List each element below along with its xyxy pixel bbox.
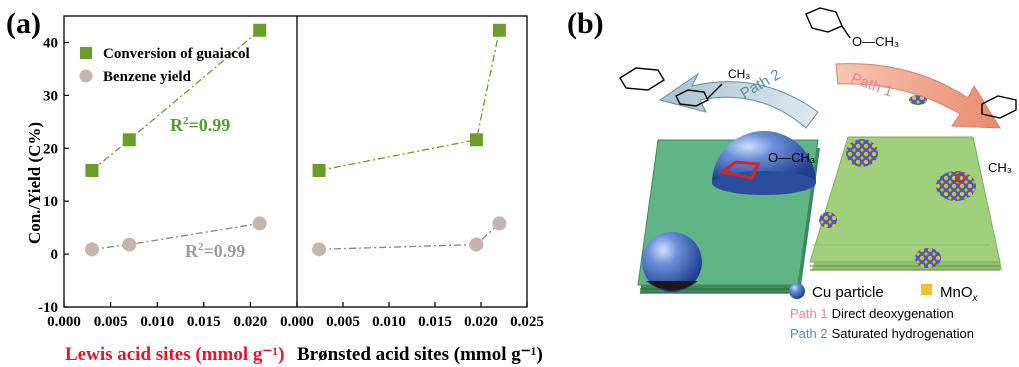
point-benzene: [469, 237, 484, 252]
plot-bronsted: [312, 23, 507, 257]
mnox-legend-icon: [921, 284, 932, 295]
y-tick-label: -10: [38, 300, 58, 316]
r2-benzene: R2=0.99: [185, 241, 245, 261]
y-tick-label: 0: [51, 247, 59, 263]
y-tick-label: 10: [43, 194, 58, 210]
x-tick-label-lewis: 0.005: [94, 314, 128, 330]
anisole-molecule-left: [619, 67, 723, 107]
cu-mnox-particles: CH₃: [819, 95, 1012, 268]
guaiacol-molecule-top: [805, 7, 851, 39]
x-axis-label-lewis: Lewis acid sites (mmol g⁻¹): [65, 344, 284, 365]
plot-frame: [63, 15, 528, 308]
cu-particle-large: O—CH₃: [712, 131, 816, 195]
y-axis: -10 0 10 20 30 40: [38, 35, 69, 316]
point-conversion: [492, 23, 506, 37]
legend: Conversion of guaiacol Benzene yield: [79, 46, 250, 85]
cu-particle-small: [642, 232, 702, 292]
legend-path-1: Path 1 Direct deoxygenation: [790, 306, 954, 321]
x-tick-label-lewis: 0.000: [47, 314, 81, 330]
point-conversion: [469, 133, 483, 147]
x-axis-lewis: 0.000 0.005 0.010 0.015 0.020: [47, 302, 267, 330]
series-line-conversion: [318, 30, 501, 172]
label-ch3-left: CH₃: [728, 67, 750, 81]
point-conversion: [122, 133, 136, 147]
x-tick-label-bronsted: 0.010: [372, 314, 406, 330]
x-tick-label-lewis: 0.015: [187, 314, 221, 330]
series-line-benzene: [91, 222, 260, 250]
cu-legend-icon: [789, 283, 805, 299]
y-tick-label: 40: [43, 35, 58, 51]
legend-cu-particle: Cu particle: [812, 284, 884, 301]
benzene-molecule-right: [981, 95, 1017, 119]
point-benzene: [84, 242, 99, 257]
legend-benzene: Benzene yield: [103, 69, 192, 85]
label-ch3-right: CH₃: [988, 160, 1012, 175]
x-tick-label-bronsted: 0.025: [510, 314, 544, 330]
point-benzene: [492, 216, 507, 231]
plot-lewis: [84, 23, 267, 257]
point-conversion: [312, 163, 326, 177]
legend-path-2: Path 2 Saturated hydrogenation: [790, 326, 974, 341]
y-axis-label: Con./Yield (C%): [25, 122, 44, 244]
x-tick-label-bronsted: 0.000: [280, 314, 314, 330]
x-tick-label-bronsted: 0.015: [418, 314, 452, 330]
legend-square-marker: [80, 47, 92, 59]
x-axis-label-bronsted: Brønsted acid sites (mmol g⁻¹): [297, 344, 543, 365]
x-tick-label-bronsted: 0.005: [326, 314, 360, 330]
r2-conversion: R2=0.99: [170, 115, 230, 135]
y-tick-label: 30: [43, 88, 58, 104]
panel-a-label: (a): [6, 7, 41, 40]
schematic-legend: Cu particle MnOx Path 1 Direct deoxygenat…: [789, 283, 979, 341]
legend-conversion: Conversion of guaiacol: [103, 46, 250, 62]
x-axis-bronsted: 0.000 0.005 0.010 0.015 0.020 0.025: [280, 302, 544, 330]
point-benzene: [312, 242, 327, 257]
label-och3-top: O—CH₃: [852, 34, 899, 49]
legend-circle-marker: [79, 69, 93, 83]
point-conversion: [253, 23, 267, 37]
legend-mnox: MnOx: [940, 284, 979, 304]
point-benzene: [122, 237, 137, 252]
panel-b-label: (b): [567, 7, 604, 40]
path-1-arrow: Path 1: [835, 63, 1001, 129]
point-conversion: [85, 163, 99, 177]
x-tick-label-lewis: 0.010: [140, 314, 174, 330]
panel-b: (b) O—CH₃: [567, 7, 1017, 341]
right-support-slab: [809, 136, 1002, 271]
label-och3-adsorbed: O—CH₃: [768, 150, 815, 165]
x-tick-label-bronsted: 0.020: [464, 314, 498, 330]
x-tick-label-lewis: 0.020: [234, 314, 268, 330]
y-tick-label: 20: [43, 141, 58, 157]
point-benzene: [252, 216, 267, 231]
